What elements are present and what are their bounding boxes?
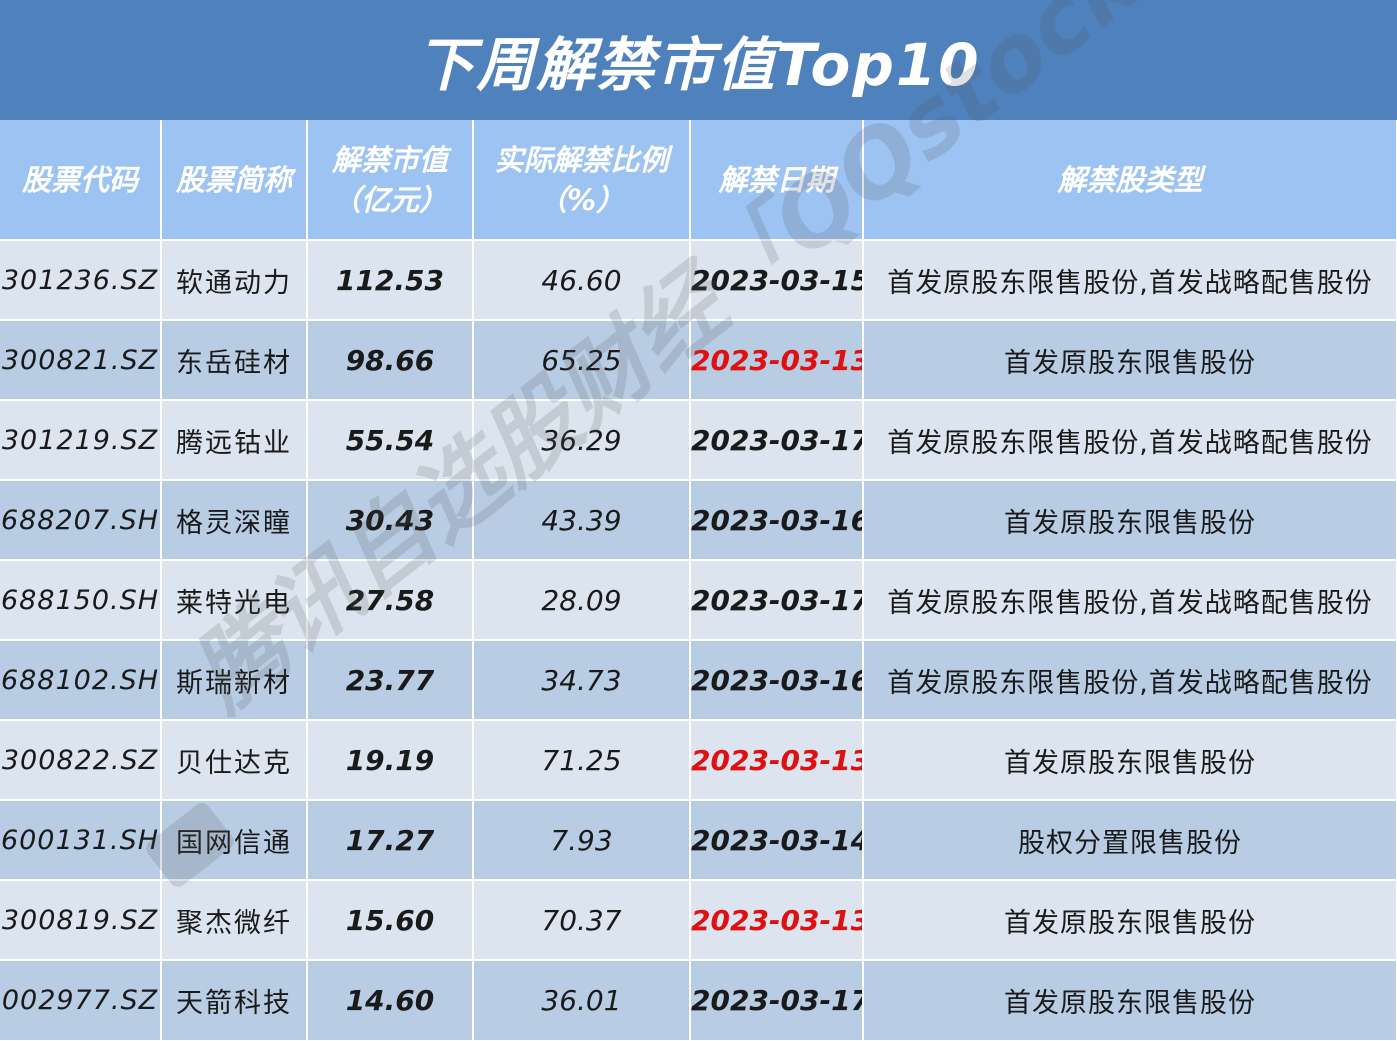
cell-date: 2023-03-13 — [690, 319, 864, 400]
table-row: 301219.SZ 腾远钴业 55.54 36.29 2023-03-17 首发原股东限售… — [0, 399, 1397, 480]
cell-type: 首发原股东限售股份 — [863, 719, 1397, 800]
cell-ratio: 34.73 — [473, 639, 691, 720]
cell-ratio: 36.01 — [473, 959, 691, 1040]
cell-date: 2023-03-17 — [690, 959, 864, 1040]
table-row: 688150.SH 莱特光电 27.58 28.09 2023-03-17 首发原股东限售… — [0, 559, 1397, 640]
cell-value: 98.66 — [307, 319, 474, 400]
cell-code: 300822.SZ — [0, 719, 162, 800]
cell-type: 首发原股东限售股份 — [863, 319, 1397, 400]
table-row: 300821.SZ 东岳硅材 98.66 65.25 2023-03-13 首发原股东限售… — [0, 319, 1397, 400]
cell-code: 688207.SH — [0, 479, 162, 560]
table-row: 002977.SZ 天箭科技 14.60 36.01 2023-03-17 首发原股东限售… — [0, 959, 1397, 1040]
cell-value: 15.60 — [307, 879, 474, 960]
header-value-line2: （亿元） — [331, 182, 448, 217]
header-ratio: 实际解禁比例 （%） — [473, 120, 691, 240]
header-code: 股票代码 — [0, 120, 162, 240]
cell-ratio: 7.93 — [473, 799, 691, 880]
table-row: 301236.SZ 软通动力 112.53 46.60 2023-03-15 首发原股东限… — [0, 239, 1397, 320]
cell-date: 2023-03-16 — [690, 479, 864, 560]
header-name: 股票简称 — [161, 120, 308, 240]
cell-type: 股权分置限售股份 — [863, 799, 1397, 880]
cell-value: 27.58 — [307, 559, 474, 640]
cell-code: 688150.SH — [0, 559, 162, 640]
cell-code: 688102.SH — [0, 639, 162, 720]
cell-code: 300821.SZ — [0, 319, 162, 400]
cell-value: 55.54 — [307, 399, 474, 480]
table-row: 300822.SZ 贝仕达克 19.19 71.25 2023-03-13 首发原股东限售… — [0, 719, 1397, 800]
header-ratio-line2: （%） — [537, 182, 626, 217]
page-title: 下周解禁市值Top10 — [0, 0, 1397, 120]
cell-date: 2023-03-13 — [690, 719, 864, 800]
cell-type: 首发原股东限售股份 — [863, 879, 1397, 960]
cell-ratio: 43.39 — [473, 479, 691, 560]
table-row: 688102.SH 斯瑞新材 23.77 34.73 2023-03-16 首发原股东限售… — [0, 639, 1397, 720]
cell-ratio: 65.25 — [473, 319, 691, 400]
cell-type: 首发原股东限售股份,首发战略配售股份 — [863, 639, 1397, 720]
cell-name: 聚杰微纤 — [161, 879, 308, 960]
cell-name: 天箭科技 — [161, 959, 308, 1040]
cell-code: 600131.SH — [0, 799, 162, 880]
cell-date: 2023-03-13 — [690, 879, 864, 960]
cell-ratio: 46.60 — [473, 239, 691, 320]
header-date: 解禁日期 — [690, 120, 864, 240]
header-ratio-line1: 实际解禁比例 — [494, 142, 669, 177]
header-value-line1: 解禁市值 — [331, 142, 448, 177]
cell-type: 首发原股东限售股份 — [863, 479, 1397, 560]
cell-ratio: 28.09 — [473, 559, 691, 640]
cell-code: 002977.SZ — [0, 959, 162, 1040]
cell-type: 首发原股东限售股份 — [863, 959, 1397, 1040]
cell-value: 30.43 — [307, 479, 474, 560]
cell-type: 首发原股东限售股份,首发战略配售股份 — [863, 239, 1397, 320]
cell-name: 东岳硅材 — [161, 319, 308, 400]
cell-type: 首发原股东限售股份,首发战略配售股份 — [863, 559, 1397, 640]
cell-date: 2023-03-15 — [690, 239, 864, 320]
cell-name: 腾远钴业 — [161, 399, 308, 480]
header-type: 解禁股类型 — [863, 120, 1397, 240]
cell-name: 贝仕达克 — [161, 719, 308, 800]
cell-value: 14.60 — [307, 959, 474, 1040]
cell-value: 17.27 — [307, 799, 474, 880]
cell-date: 2023-03-14 — [690, 799, 864, 880]
cell-value: 112.53 — [307, 239, 474, 320]
cell-code: 300819.SZ — [0, 879, 162, 960]
cell-value: 23.77 — [307, 639, 474, 720]
table-row: 600131.SH 国网信通 17.27 7.93 2023-03-14 股权分置限售股份 — [0, 799, 1397, 880]
cell-date: 2023-03-17 — [690, 559, 864, 640]
table-header-row: 股票代码 股票简称 解禁市值 （亿元） 实际解禁比例 （%） 解禁日期 解禁股类… — [0, 120, 1397, 240]
cell-name: 国网信通 — [161, 799, 308, 880]
cell-code: 301219.SZ — [0, 399, 162, 480]
cell-ratio: 36.29 — [473, 399, 691, 480]
cell-date: 2023-03-17 — [690, 399, 864, 480]
cell-type: 首发原股东限售股份,首发战略配售股份 — [863, 399, 1397, 480]
table-row: 300819.SZ 聚杰微纤 15.60 70.37 2023-03-13 首发原股东限售… — [0, 879, 1397, 960]
cell-name: 格灵深瞳 — [161, 479, 308, 560]
unlock-table: 股票代码 股票简称 解禁市值 （亿元） 实际解禁比例 （%） 解禁日期 解禁股类… — [0, 120, 1397, 1040]
cell-ratio: 70.37 — [473, 879, 691, 960]
cell-ratio: 71.25 — [473, 719, 691, 800]
cell-date: 2023-03-16 — [690, 639, 864, 720]
cell-name: 莱特光电 — [161, 559, 308, 640]
cell-code: 301236.SZ — [0, 239, 162, 320]
cell-name: 软通动力 — [161, 239, 308, 320]
header-value: 解禁市值 （亿元） — [307, 120, 474, 240]
cell-value: 19.19 — [307, 719, 474, 800]
cell-name: 斯瑞新材 — [161, 639, 308, 720]
table-row: 688207.SH 格灵深瞳 30.43 43.39 2023-03-16 首发原股东限售… — [0, 479, 1397, 560]
